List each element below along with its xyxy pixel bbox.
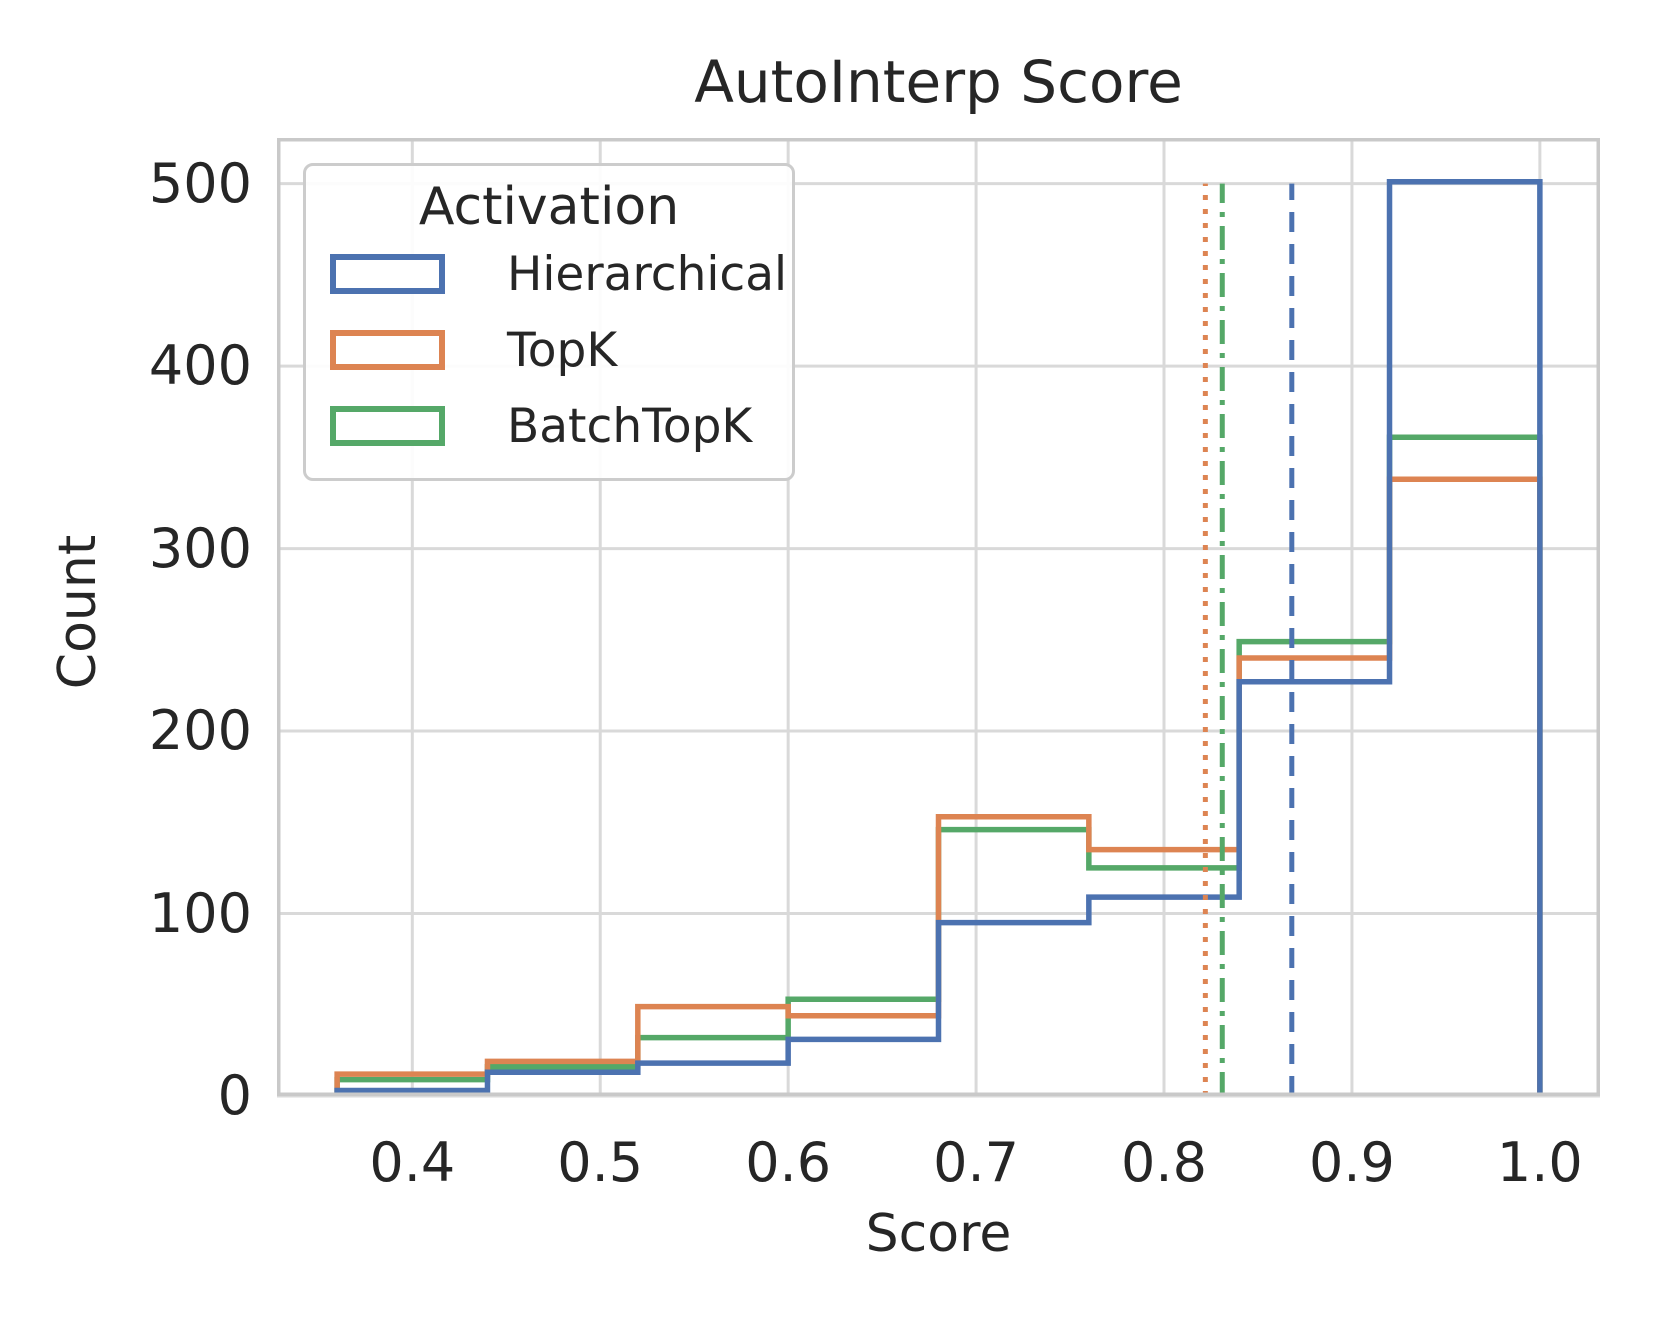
y-tick-label: 200 xyxy=(148,699,252,763)
plot-area: Activation Hierarchical TopK BatchTopK xyxy=(277,138,1600,1098)
legend-entry-hierarchical: Hierarchical xyxy=(306,236,792,312)
x-tick-label: 0.8 xyxy=(1121,1131,1207,1194)
batchtopk-swatch-icon xyxy=(330,406,445,446)
hierarchical-histogram-outline xyxy=(334,179,1543,1096)
y-tick-label: 0 xyxy=(217,1064,252,1127)
legend-title: Activation xyxy=(418,177,680,237)
legend-entry-topk: TopK xyxy=(306,312,792,388)
chart-title: AutoInterp Score xyxy=(694,48,1183,116)
y-tick-label: 500 xyxy=(148,151,252,215)
x-tick-label: 0.4 xyxy=(369,1131,456,1194)
x-tick-label: 0.6 xyxy=(745,1131,832,1194)
legend-label-topk: TopK xyxy=(507,322,618,378)
hierarchical-swatch-icon xyxy=(330,254,445,294)
legend-box: Activation Hierarchical TopK BatchTopK xyxy=(303,163,795,481)
legend-label-batchtopk: BatchTopK xyxy=(507,398,753,454)
legend-entry-batchtopk: BatchTopK xyxy=(306,388,792,464)
x-tick-label: 0.5 xyxy=(557,1131,644,1194)
y-tick-label: 100 xyxy=(148,881,252,945)
x-tick-label: 0.7 xyxy=(933,1131,1020,1194)
x-axis-label: Score xyxy=(865,1204,1012,1264)
y-tick-label: 400 xyxy=(148,334,252,398)
x-tick-label: 1.0 xyxy=(1496,1131,1583,1194)
x-tick-label: 0.9 xyxy=(1308,1131,1395,1194)
topk-swatch-icon xyxy=(330,330,445,370)
legend-label-hierarchical: Hierarchical xyxy=(507,246,788,302)
y-tick-label: 300 xyxy=(148,516,252,580)
axes-spines xyxy=(277,138,1600,1096)
